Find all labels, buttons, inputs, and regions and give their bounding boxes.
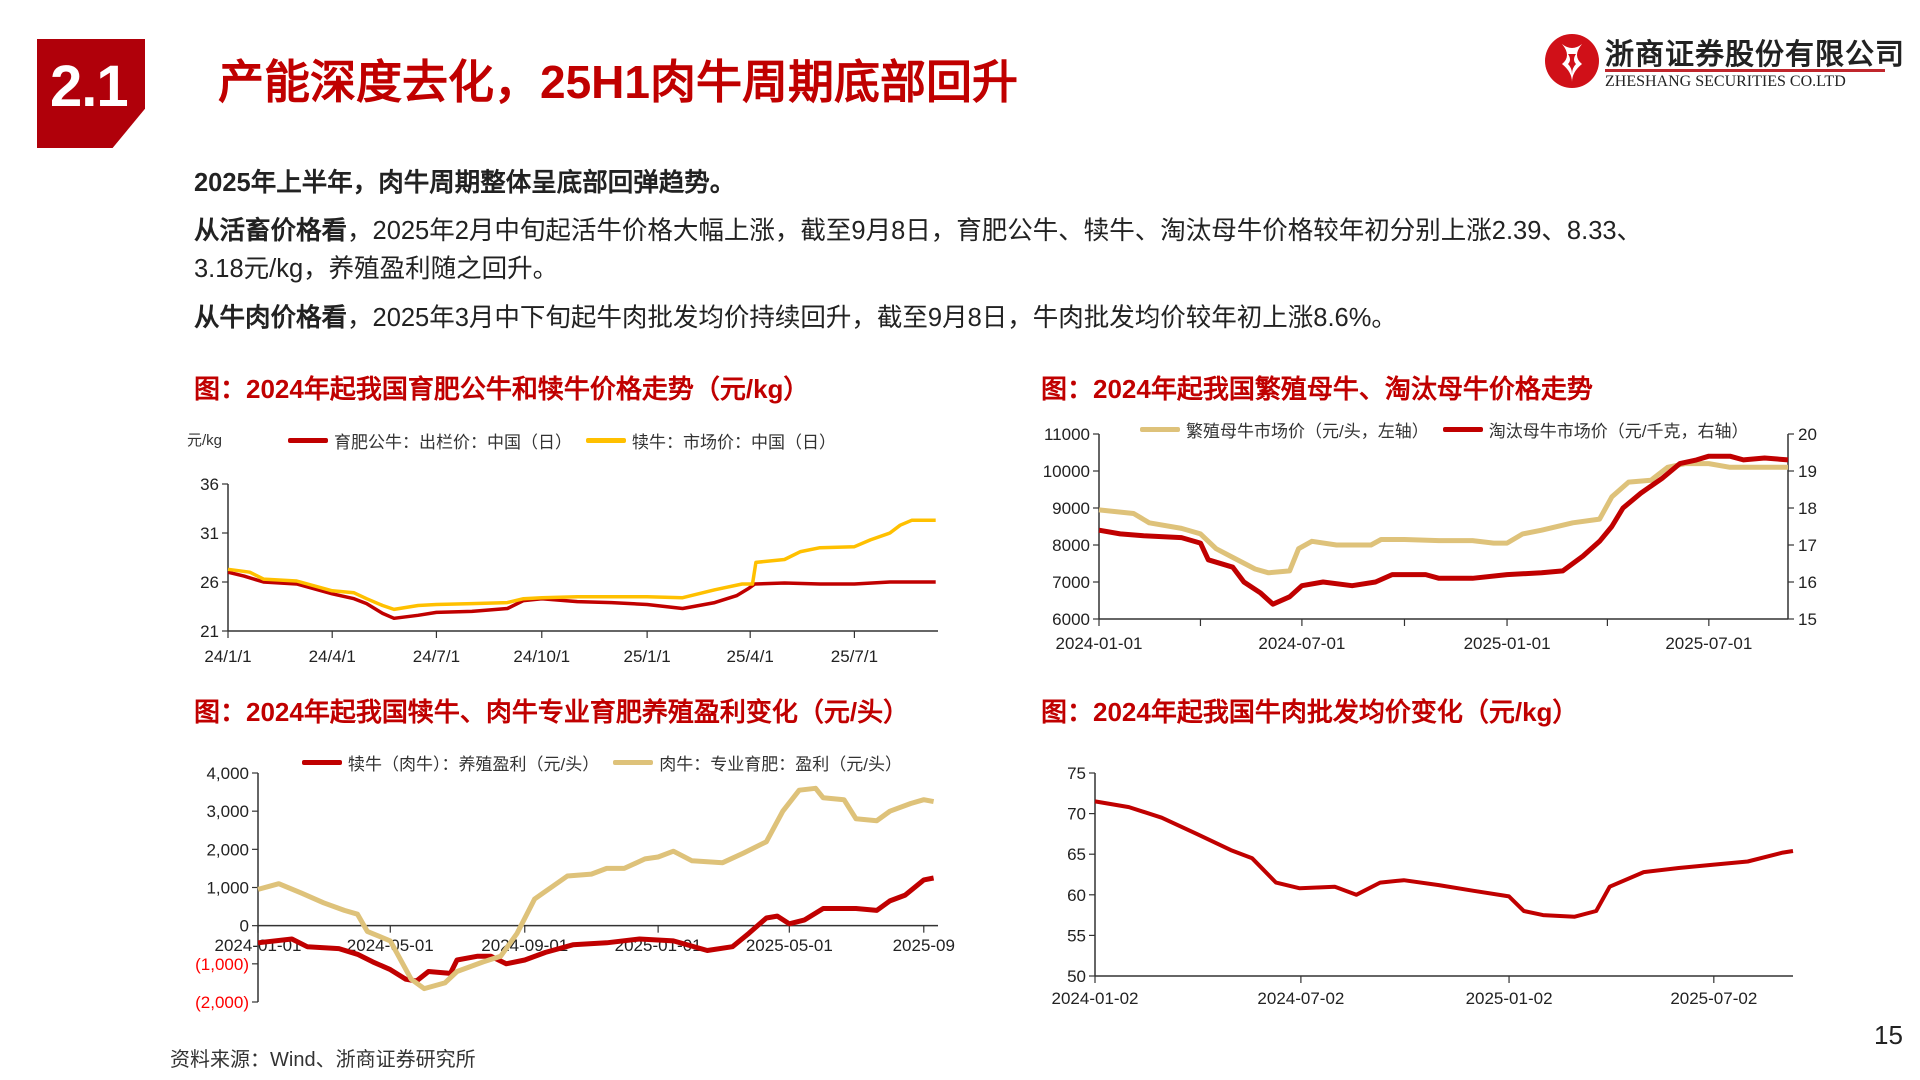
- x-tick-label: 25/4/1: [727, 647, 774, 666]
- series-line-1: [227, 570, 936, 621]
- x-tick-label: 2025-01-02: [1466, 989, 1553, 1008]
- chart1-legend: 育肥公牛：出栏价：中国（日） 犊牛：市场价：中国（日）: [288, 428, 836, 453]
- y-tick-label: 0: [240, 917, 249, 936]
- y-tick-label: 26: [200, 573, 219, 592]
- y-tick-label: 3,000: [206, 802, 249, 821]
- y-right-tick-label: 17: [1798, 536, 1817, 555]
- x-tick-label: 2024-09-01: [481, 936, 568, 955]
- paragraph-beef-text: ，2025年3月中下旬起牛肉批发均价持续回升，截至9月8日，牛肉批发均价较年初上…: [347, 304, 1397, 332]
- paragraph-livestock: 从活畜价格看，2025年2月中旬起活牛价格大幅上涨，截至9月8日，育肥公牛、犊牛…: [194, 210, 1642, 247]
- legend-swatch: [1140, 427, 1180, 432]
- chart3-title: 图：2024年起我国犊牛、肉牛专业育肥养殖盈利变化（元/头）: [194, 697, 910, 727]
- y-tick-label: 55: [1067, 926, 1086, 945]
- paragraph-livestock-text: ，2025年2月中旬起活牛价格大幅上涨，截至9月8日，育肥公牛、犊牛、淘汰母牛价…: [347, 217, 1643, 245]
- legend-label: 育肥公牛：出栏价：中国（日）: [334, 433, 572, 452]
- page-number: 15: [1874, 1020, 1903, 1050]
- y-tick-label: 11000: [1044, 425, 1090, 444]
- y-tick-label: (2,000): [195, 993, 249, 1012]
- x-tick-label: 24/1/1: [204, 647, 251, 666]
- paragraph-livestock-cont: 3.18元/kg，养殖盈利随之回升。: [194, 255, 559, 283]
- legend-label: 犊牛（肉牛）：养殖盈利（元/头）: [348, 755, 600, 774]
- y-tick-label: 6000: [1052, 610, 1090, 629]
- y-tick-label: 10000: [1043, 462, 1090, 481]
- series-line-1: [257, 875, 935, 984]
- y-tick-label: 36: [200, 475, 219, 494]
- legend-label: 犊牛：市场价：中国（日）: [632, 433, 836, 452]
- x-tick-label: 2025-07-01: [1665, 634, 1752, 653]
- x-tick-label: 25/7/1: [831, 647, 878, 666]
- logo-name-en: ZHESHANG SECURITIES CO.LTD: [1605, 73, 1846, 90]
- x-tick-label: 2024-05-01: [347, 936, 434, 955]
- x-tick-label: 2025-05-01: [746, 936, 833, 955]
- logo-emblem-icon: [1545, 34, 1599, 88]
- series-line-2: [227, 518, 936, 612]
- legend-label: 繁殖母牛市场价（元/头，左轴）: [1186, 422, 1429, 441]
- y-right-tick-label: 20: [1798, 425, 1817, 444]
- x-tick-label: 2024-07-01: [1258, 634, 1345, 653]
- series-line-2: [257, 785, 935, 992]
- x-tick-label: 2025-09: [893, 936, 955, 955]
- paragraph-beef: 从牛肉价格看，2025年3月中下旬起牛肉批发均价持续回升，截至9月8日，牛肉批发…: [194, 297, 1397, 334]
- chart1-unit-label: 元/kg: [187, 432, 223, 449]
- page-title: 产能深度去化，25H1肉牛周期底部回升: [218, 56, 1018, 108]
- y-right-tick-label: 19: [1798, 462, 1817, 481]
- x-tick-label: 2024-01-01: [1056, 634, 1143, 653]
- x-tick-label: 2024-01-02: [1052, 989, 1139, 1008]
- paragraph-beef-lead: 从牛肉价格看: [194, 304, 348, 332]
- legend-swatch: [586, 438, 626, 443]
- summary-line: 2025年上半年，肉牛周期整体呈底部回弹趋势。: [194, 169, 736, 197]
- chart4-title: 图：2024年起我国牛肉批发均价变化（元/kg）: [1041, 697, 1579, 727]
- company-logo: 浙商证券股份有限公司 ZHESHANG SECURITIES CO.LTD: [1545, 30, 1904, 94]
- legend-label: 肉牛：专业育肥：盈利（元/头）: [659, 755, 902, 774]
- chart1-title: 图：2024年起我国育肥公牛和犊牛价格走势（元/kg）: [194, 374, 810, 404]
- series-line-1: [1098, 461, 1788, 576]
- y-tick-label: 60: [1067, 886, 1086, 905]
- logo-divider: [1605, 69, 1885, 72]
- legend-label: 淘汰母牛市场价（元/千克，右轴）: [1488, 422, 1749, 441]
- y-tick-label: 21: [200, 622, 219, 641]
- series-line-2: [1098, 453, 1789, 607]
- chart2-title: 图：2024年起我国繁殖母牛、淘汰母牛价格走势: [1041, 374, 1593, 404]
- y-tick-label: 1,000: [206, 879, 249, 898]
- legend-swatch: [613, 760, 654, 765]
- paragraph-livestock-lead: 从活畜价格看: [194, 217, 348, 245]
- legend-swatch: [302, 760, 342, 765]
- y-right-tick-label: 16: [1798, 573, 1817, 592]
- y-tick-label: 7000: [1052, 573, 1090, 592]
- chart2-legend: 繁殖母牛市场价（元/头，左轴） 淘汰母牛市场价（元/千克，右轴）: [1140, 417, 1748, 442]
- section-badge: 2.1: [37, 39, 145, 148]
- x-tick-label: 24/7/1: [413, 647, 460, 666]
- series-line-1: [1094, 799, 1794, 919]
- section-number: 2.1: [50, 54, 129, 119]
- x-tick-label: 24/4/1: [309, 647, 356, 666]
- x-tick-label: 2024-01-01: [215, 936, 302, 955]
- logo-name-cn: 浙商证券股份有限公司: [1605, 39, 1906, 71]
- legend-swatch: [1442, 427, 1483, 432]
- y-tick-label: 70: [1067, 805, 1086, 824]
- x-tick-label: 2024-07-02: [1257, 989, 1344, 1008]
- y-right-tick-label: 18: [1798, 499, 1817, 518]
- x-tick-label: 2025-01-01: [1464, 634, 1551, 653]
- source-note: 资料来源：Wind、浙商证券研究所: [170, 1049, 476, 1071]
- legend-swatch: [288, 438, 328, 443]
- x-tick-label: 25/1/1: [623, 647, 670, 666]
- y-tick-label: 31: [200, 524, 219, 543]
- y-tick-label: 2,000: [206, 840, 249, 859]
- chart3-legend: 犊牛（肉牛）：养殖盈利（元/头） 肉牛：专业育肥：盈利（元/头）: [302, 750, 902, 775]
- y-tick-label: 65: [1067, 845, 1086, 864]
- x-tick-label: 24/10/1: [513, 647, 570, 666]
- x-tick-label: 2025-07-02: [1670, 989, 1757, 1008]
- y-tick-label: 9000: [1052, 499, 1090, 518]
- y-tick-label: 4,000: [206, 764, 249, 783]
- y-right-tick-label: 15: [1798, 610, 1817, 629]
- y-tick-label: 75: [1067, 764, 1086, 783]
- x-tick-label: 2025-01-01: [615, 936, 702, 955]
- y-tick-label: (1,000): [195, 955, 249, 974]
- y-tick-label: 50: [1067, 967, 1086, 986]
- y-tick-label: 8000: [1052, 536, 1090, 555]
